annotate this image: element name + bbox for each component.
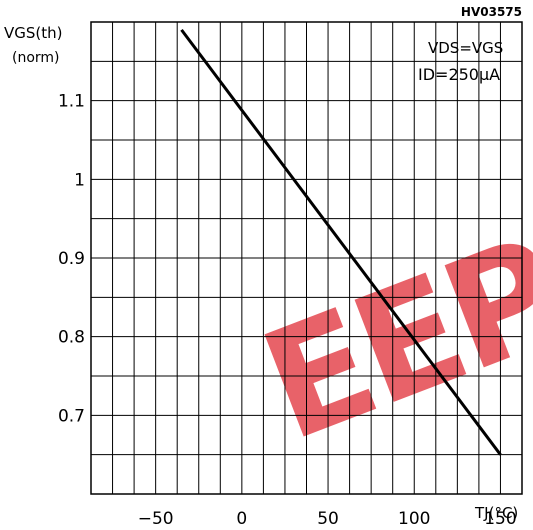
x-tick-label: 100 xyxy=(398,509,430,529)
figure-code: HV03575 xyxy=(461,5,522,19)
y-tick-label: 1 xyxy=(74,170,85,190)
y-tick-label: 0.7 xyxy=(58,406,85,426)
annotation-line1: VDS=VGS xyxy=(428,39,503,57)
x-tick-label: −50 xyxy=(138,509,174,529)
x-axis-label: TJ(°C) xyxy=(474,504,518,522)
plot-frame xyxy=(90,21,523,495)
y-tick-label: 0.9 xyxy=(58,249,85,269)
x-tick-labels: −50 0 50 100 150 xyxy=(138,509,517,529)
y-tick-label: 0.8 xyxy=(58,328,85,348)
chart-grid xyxy=(91,22,522,494)
y-axis-label-line2: (norm) xyxy=(12,50,60,66)
annotation-line2: ID=250μA xyxy=(418,65,500,84)
y-tick-label: 1.1 xyxy=(58,92,85,112)
x-tick-label: 150 xyxy=(484,509,516,529)
y-axis-label-line1: VGS(th) xyxy=(4,24,63,42)
x-tick-label: 0 xyxy=(236,509,247,529)
y-tick-labels: 0.7 0.8 0.9 1 1.1 xyxy=(58,92,85,427)
series-line xyxy=(180,28,502,456)
x-tick-label: 50 xyxy=(317,509,339,529)
